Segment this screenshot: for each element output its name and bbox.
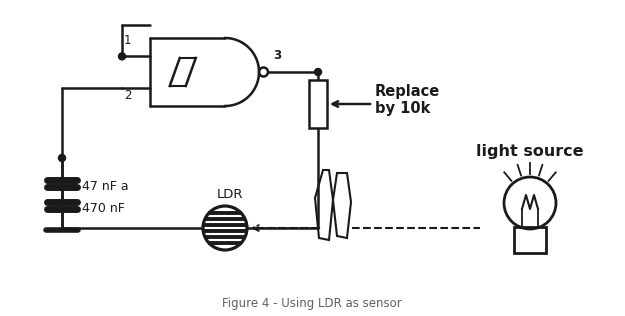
Text: Replace
by 10k: Replace by 10k (375, 84, 440, 116)
Circle shape (203, 206, 247, 250)
Bar (309, 80, 327, 128)
Text: 47 nF a: 47 nF a (82, 180, 129, 193)
Circle shape (119, 53, 126, 60)
Text: light source: light source (476, 144, 584, 159)
Circle shape (314, 69, 321, 76)
Text: 470 nF: 470 nF (82, 202, 125, 215)
Text: Figure 4 - Using LDR as sensor: Figure 4 - Using LDR as sensor (222, 297, 402, 310)
Text: 1: 1 (124, 34, 131, 47)
Text: 2: 2 (124, 89, 131, 102)
Bar (514, 227, 546, 253)
Text: LDR: LDR (217, 188, 243, 201)
Circle shape (59, 155, 66, 161)
Text: 3: 3 (273, 49, 281, 62)
